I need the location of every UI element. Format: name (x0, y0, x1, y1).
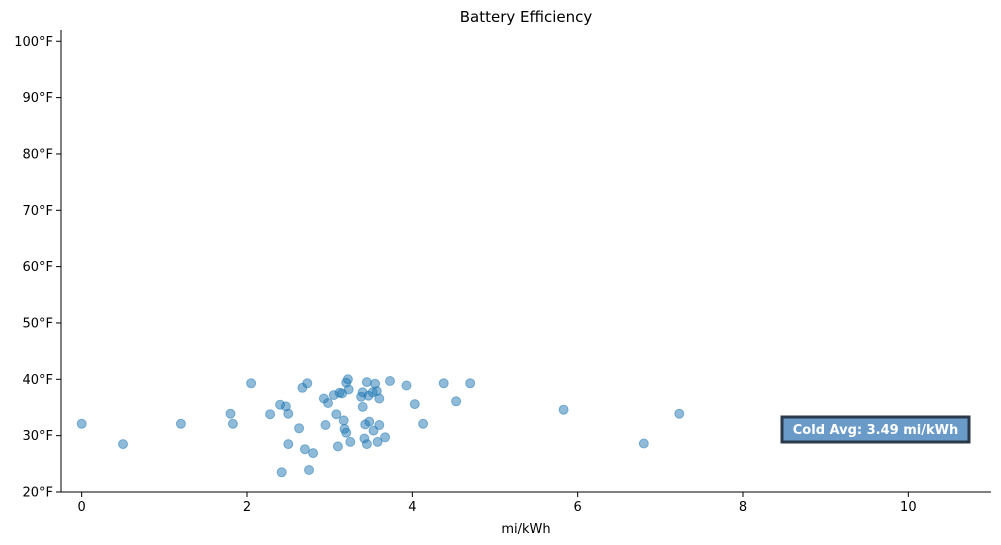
x-tick-label: 10 (900, 500, 917, 515)
data-point (638, 438, 649, 449)
data-point (418, 418, 429, 429)
chart-title: Battery Efficiency (460, 8, 593, 26)
data-point (175, 418, 186, 429)
x-ticks: 0 2 4 6 8 10 (78, 492, 917, 515)
annotation-box (780, 415, 971, 444)
data-point (357, 401, 368, 412)
data-point (342, 374, 353, 385)
data-point (364, 416, 375, 427)
data-point (343, 384, 354, 395)
data-point (323, 398, 333, 408)
data-point (283, 408, 294, 419)
x-tick-label: 0 (78, 500, 86, 515)
data-point (438, 378, 449, 389)
y-tick-label: 20°F (22, 486, 53, 501)
data-point (304, 465, 314, 475)
data-point (465, 378, 476, 389)
data-point (320, 420, 331, 430)
data-point (299, 444, 310, 455)
data-point (227, 418, 238, 429)
data-point (401, 380, 412, 391)
data-point (276, 467, 287, 478)
data-point (331, 409, 342, 420)
annotation-text: Cold Avg: 3.49 mi/kWh (793, 423, 958, 438)
data-point (374, 420, 385, 430)
y-tick-label: 40°F (22, 373, 53, 388)
cold-average-annotation: Cold Avg: 3.49 mi/kWh (780, 415, 971, 444)
data-point (372, 436, 383, 447)
data-point (341, 427, 352, 438)
data-point (76, 418, 87, 429)
points-layer (76, 374, 685, 478)
data-point (385, 376, 395, 386)
data-point (558, 404, 569, 415)
data-point (345, 436, 356, 447)
y-tick-label: 80°F (22, 147, 53, 162)
data-point (361, 377, 372, 388)
data-point (674, 408, 685, 419)
data-point (451, 396, 462, 407)
data-point (283, 439, 294, 450)
data-point (294, 423, 305, 434)
data-point (361, 439, 372, 450)
y-ticks: 20°F 30°F 40°F 50°F 60°F 70°F 80°F 90°F 100°F (14, 35, 61, 501)
y-tick-label: 60°F (22, 260, 53, 275)
x-tick-label: 2 (243, 500, 251, 515)
data-point (409, 399, 420, 410)
data-point (338, 415, 349, 426)
x-tick-label: 4 (408, 500, 416, 515)
axes-layer (60, 30, 991, 493)
data-point (246, 378, 257, 389)
data-point (380, 432, 391, 443)
y-tick-label: 100°F (14, 35, 53, 50)
data-point (265, 409, 276, 420)
y-tick-label: 50°F (22, 316, 53, 331)
x-axis-label: mi/kWh (501, 522, 550, 537)
data-point (118, 439, 128, 450)
y-tick-label: 70°F (22, 204, 53, 219)
data-point (302, 378, 313, 389)
x-tick-label: 8 (739, 500, 747, 515)
data-point (374, 393, 385, 404)
data-point (308, 448, 319, 459)
x-tick-label: 6 (574, 500, 582, 515)
data-point (332, 441, 343, 452)
y-tick-label: 30°F (22, 429, 53, 444)
y-tick-label: 90°F (22, 91, 53, 106)
data-point (225, 408, 236, 419)
